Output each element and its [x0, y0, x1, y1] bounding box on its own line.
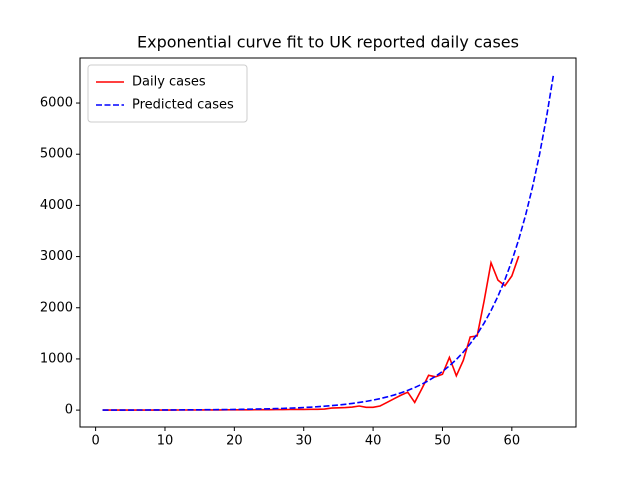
y-tick-label: 6000 — [40, 96, 73, 111]
x-tick-label: 40 — [365, 434, 382, 449]
legend-label: Daily cases — [132, 75, 206, 90]
legend-box — [87, 64, 248, 123]
chart-title: Exponential curve fit to UK reported dai… — [137, 33, 519, 52]
legend-label: Predicted cases — [132, 98, 234, 113]
x-tick-label: 30 — [295, 434, 312, 449]
y-tick-label: 4000 — [40, 198, 73, 213]
plot-frame — [79, 57, 577, 428]
x-tick-label: 20 — [226, 434, 243, 449]
y-tick-label: 1000 — [40, 351, 73, 366]
x-tick-label: 60 — [504, 434, 521, 449]
y-tick-label: 3000 — [40, 249, 73, 264]
y-tick-label: 2000 — [40, 300, 73, 315]
y-tick-label: 0 — [65, 403, 73, 418]
x-tick-label: 50 — [434, 434, 451, 449]
series-line — [102, 74, 555, 411]
y-tick-label: 5000 — [40, 147, 73, 162]
x-tick-label: 0 — [91, 434, 99, 449]
x-tick-label: 10 — [157, 434, 174, 449]
